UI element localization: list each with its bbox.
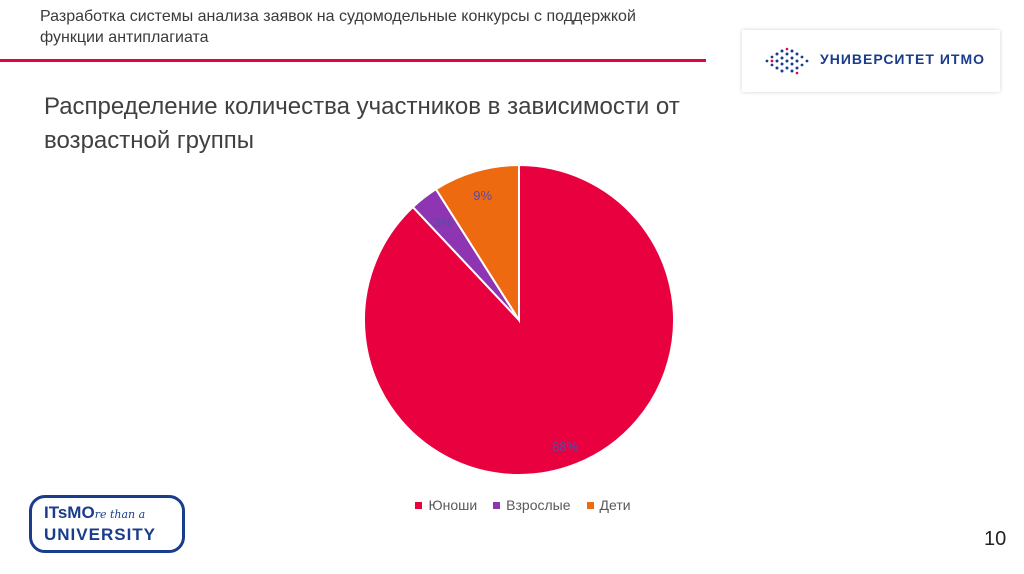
legend-swatch-2: [586, 501, 594, 509]
pie-slice-Дети: [434, 163, 520, 324]
legend-label: Юноши: [428, 497, 478, 513]
header-title: Разработка системы анализа заявок на суд…: [40, 8, 636, 46]
itmo-logo-dots-icon: [765, 47, 809, 75]
legend-item: Взрослые: [493, 497, 571, 513]
bottom-logo-university: UNIVERSITY: [44, 525, 157, 544]
legend-swatch-1: [493, 501, 501, 509]
itmo-logo-text: УНИВЕРСИТЕТ ИТМО: [820, 51, 985, 67]
bottom-logo-itmo: ITsMO: [44, 503, 95, 522]
itmo-more-than-university-logo: ITsMOre than a UNIVERSITY: [29, 495, 185, 553]
legend-label: Дети: [599, 497, 631, 513]
pie-data-label: 3%: [434, 215, 453, 230]
bottom-logo-tagline: re than a: [94, 508, 146, 521]
legend-label: Взрослые: [506, 497, 571, 513]
pie-chart: 88% 3% 9%: [363, 163, 675, 476]
pie-data-label: 88%: [552, 439, 578, 454]
slide-title: Распределение количества участников в за…: [44, 93, 680, 154]
header-divider: [0, 59, 706, 62]
bottom-logo-line1: ITsMOre than a: [44, 503, 145, 523]
page-number: 10: [984, 528, 1007, 550]
legend-item: Дети: [586, 497, 631, 513]
pie-data-label: 9%: [473, 188, 492, 203]
legend-item: Юноши: [415, 497, 477, 513]
itmo-logo: УНИВЕРСИТЕТ ИТМО: [742, 30, 1000, 92]
chart-legend: Юноши Взрослые Дети: [0, 497, 1024, 513]
legend-swatch-0: [415, 501, 423, 509]
